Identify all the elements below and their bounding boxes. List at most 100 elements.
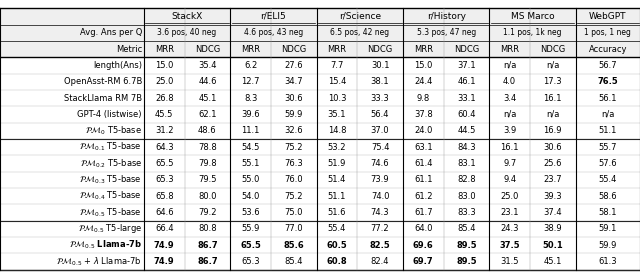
- Text: 79.5: 79.5: [198, 175, 217, 184]
- Text: 8.3: 8.3: [244, 94, 257, 103]
- Text: MRR: MRR: [241, 45, 260, 54]
- Text: 51.1: 51.1: [598, 126, 617, 135]
- Text: 73.9: 73.9: [371, 175, 389, 184]
- Text: 9.8: 9.8: [417, 94, 430, 103]
- Text: n/a: n/a: [546, 110, 559, 119]
- Text: 51.1: 51.1: [328, 191, 346, 200]
- Text: 55.4: 55.4: [328, 224, 346, 233]
- Text: 60.8: 60.8: [326, 257, 348, 266]
- Text: 65.5: 65.5: [155, 159, 173, 168]
- Text: 55.9: 55.9: [241, 224, 260, 233]
- Text: 34.7: 34.7: [284, 77, 303, 86]
- Text: 58.6: 58.6: [598, 191, 617, 200]
- Text: 1 pos, 1 neg: 1 pos, 1 neg: [584, 28, 631, 37]
- Text: 16.1: 16.1: [500, 142, 519, 152]
- Text: 7.7: 7.7: [330, 61, 344, 70]
- Text: 11.1: 11.1: [241, 126, 260, 135]
- Text: 15.0: 15.0: [155, 61, 173, 70]
- Text: n/a: n/a: [503, 110, 516, 119]
- Text: 55.1: 55.1: [241, 159, 260, 168]
- Text: 83.3: 83.3: [457, 208, 476, 217]
- Bar: [0, 24, 640, 41]
- Text: $\mathcal{P}\mathcal{M}_{0.5}$ T5-large: $\mathcal{P}\mathcal{M}_{0.5}$ T5-large: [78, 222, 142, 235]
- Text: 74.9: 74.9: [154, 241, 175, 249]
- Text: MRR: MRR: [500, 45, 519, 54]
- Text: 83.1: 83.1: [457, 159, 476, 168]
- Text: OpenAsst-RM 6.7B: OpenAsst-RM 6.7B: [63, 77, 142, 86]
- Text: 12.7: 12.7: [241, 77, 260, 86]
- Text: 69.6: 69.6: [413, 241, 434, 249]
- Text: 85.4: 85.4: [457, 224, 476, 233]
- Text: 48.6: 48.6: [198, 126, 217, 135]
- Text: 33.3: 33.3: [371, 94, 390, 103]
- Text: $\mathcal{P}\mathcal{M}_{0.5}$ T5-base: $\mathcal{P}\mathcal{M}_{0.5}$ T5-base: [79, 206, 142, 219]
- Text: 65.5: 65.5: [240, 241, 261, 249]
- Text: 83.0: 83.0: [457, 191, 476, 200]
- Text: 6.5 pos, 42 neg: 6.5 pos, 42 neg: [330, 28, 389, 37]
- Text: 84.3: 84.3: [457, 142, 476, 152]
- Text: 17.3: 17.3: [543, 77, 562, 86]
- Text: 26.8: 26.8: [155, 94, 173, 103]
- Text: 44.5: 44.5: [457, 126, 476, 135]
- Text: 10.3: 10.3: [328, 94, 346, 103]
- Text: r/History: r/History: [427, 12, 466, 21]
- Text: 9.4: 9.4: [503, 175, 516, 184]
- Text: $\mathcal{P}\mathcal{M}_{0.3}$ T5-base: $\mathcal{P}\mathcal{M}_{0.3}$ T5-base: [79, 174, 142, 186]
- Text: 82.4: 82.4: [371, 257, 389, 266]
- Text: 5.3 pos, 47 neg: 5.3 pos, 47 neg: [417, 28, 476, 37]
- Text: 15.4: 15.4: [328, 77, 346, 86]
- Text: length(Ans): length(Ans): [93, 61, 142, 70]
- Text: 9.7: 9.7: [503, 159, 516, 168]
- Text: 89.5: 89.5: [456, 241, 477, 249]
- Text: n/a: n/a: [546, 61, 559, 70]
- Text: 23.1: 23.1: [500, 208, 519, 217]
- Text: 3.9: 3.9: [503, 126, 516, 135]
- Text: 38.1: 38.1: [371, 77, 389, 86]
- Text: 14.8: 14.8: [328, 126, 346, 135]
- Text: NDCG: NDCG: [195, 45, 220, 54]
- Text: 59.9: 59.9: [285, 110, 303, 119]
- Text: 85.6: 85.6: [284, 241, 304, 249]
- Text: StackX: StackX: [172, 12, 203, 21]
- Text: 65.3: 65.3: [155, 175, 173, 184]
- Text: 27.6: 27.6: [284, 61, 303, 70]
- Text: $\mathcal{P}\mathcal{M}_{0.2}$ T5-base: $\mathcal{P}\mathcal{M}_{0.2}$ T5-base: [79, 157, 142, 170]
- Text: 80.0: 80.0: [198, 191, 217, 200]
- Text: 78.8: 78.8: [198, 142, 217, 152]
- Text: 76.0: 76.0: [284, 175, 303, 184]
- Text: 53.2: 53.2: [328, 142, 346, 152]
- Text: n/a: n/a: [503, 61, 516, 70]
- Bar: [0, 41, 640, 57]
- Text: 89.5: 89.5: [456, 257, 477, 266]
- Text: 15.0: 15.0: [414, 61, 433, 70]
- Text: MRR: MRR: [155, 45, 173, 54]
- Text: 82.8: 82.8: [457, 175, 476, 184]
- Text: 61.3: 61.3: [598, 257, 617, 266]
- Text: 25.0: 25.0: [500, 191, 519, 200]
- Text: 82.5: 82.5: [370, 241, 390, 249]
- Text: 76.5: 76.5: [598, 77, 618, 86]
- Text: MRR: MRR: [414, 45, 433, 54]
- Text: 86.7: 86.7: [197, 241, 218, 249]
- Text: 64.6: 64.6: [155, 208, 173, 217]
- Text: 37.8: 37.8: [414, 110, 433, 119]
- Text: WebGPT: WebGPT: [589, 12, 627, 21]
- Text: 85.4: 85.4: [285, 257, 303, 266]
- Text: 79.2: 79.2: [198, 208, 217, 217]
- Text: Metric: Metric: [116, 45, 142, 54]
- Text: 3.6 pos, 40 neg: 3.6 pos, 40 neg: [157, 28, 217, 37]
- Text: 64.3: 64.3: [155, 142, 173, 152]
- Text: $\mathcal{P}\mathcal{M}_{0.4}$ T5-base: $\mathcal{P}\mathcal{M}_{0.4}$ T5-base: [79, 190, 142, 202]
- Text: 51.4: 51.4: [328, 175, 346, 184]
- Text: 65.8: 65.8: [155, 191, 173, 200]
- Text: StackLlama RM 7B: StackLlama RM 7B: [64, 94, 142, 103]
- Text: 55.4: 55.4: [598, 175, 617, 184]
- Text: $\mathcal{P}\mathcal{M}_{0.1}$ T5-base: $\mathcal{P}\mathcal{M}_{0.1}$ T5-base: [79, 141, 142, 153]
- Text: 45.1: 45.1: [543, 257, 562, 266]
- Text: 33.1: 33.1: [457, 94, 476, 103]
- Text: 23.7: 23.7: [543, 175, 562, 184]
- Text: 30.6: 30.6: [543, 142, 562, 152]
- Text: NDCG: NDCG: [540, 45, 565, 54]
- Text: 56.4: 56.4: [371, 110, 389, 119]
- Text: 76.3: 76.3: [284, 159, 303, 168]
